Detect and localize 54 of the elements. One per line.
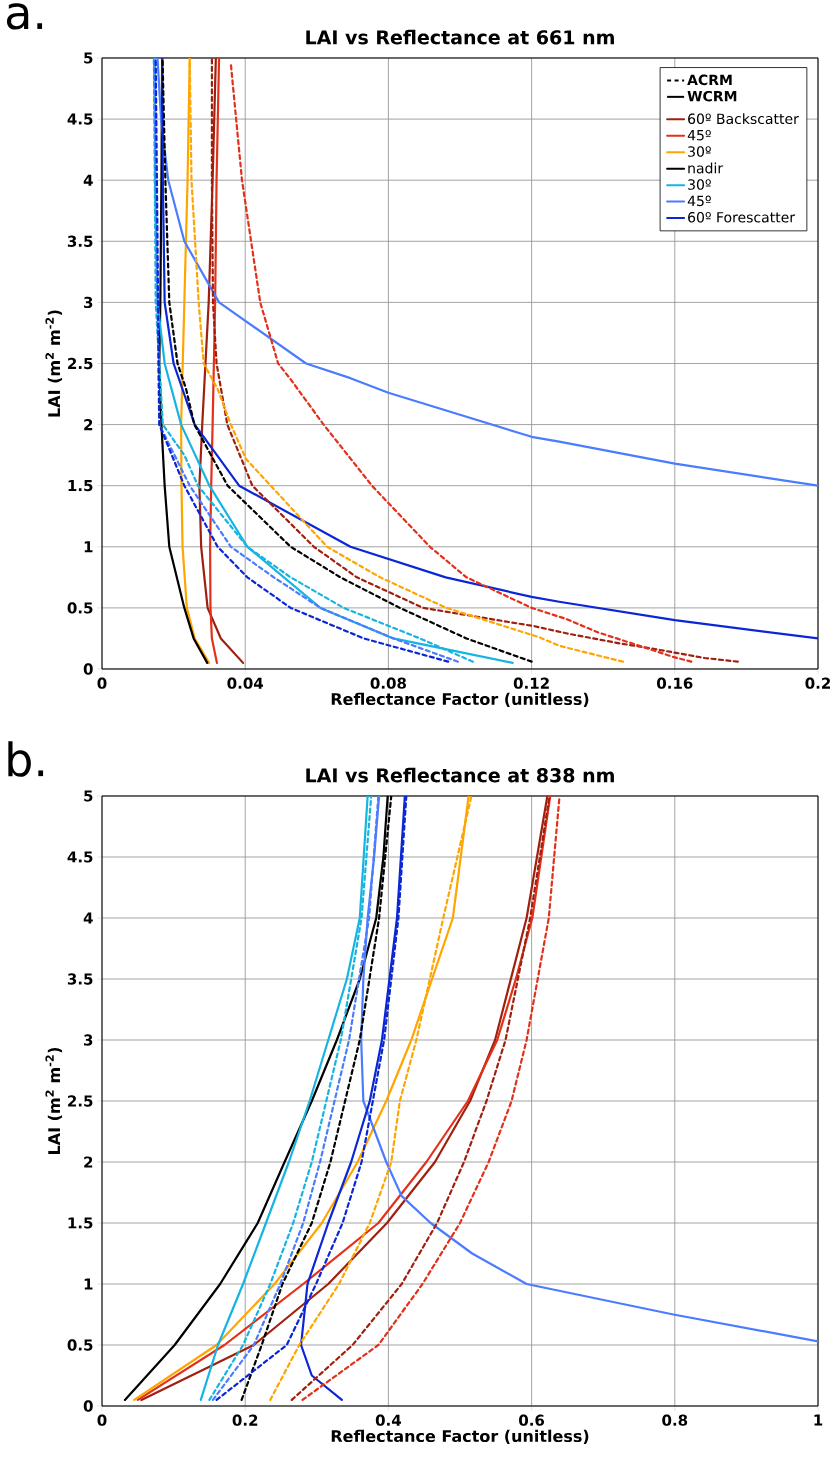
y-tick-label: 0 bbox=[83, 1400, 93, 1412]
line-series bbox=[161, 57, 819, 640]
y-axis-title: LAI (m$^{2}$ m$^{-2}$) bbox=[45, 310, 63, 417]
y-axis-title: LAI (m$^{2}$ m$^{-2}$) bbox=[45, 1047, 63, 1154]
x-tick-label: 0.2 bbox=[232, 1414, 258, 1426]
y-tick-label: 3 bbox=[84, 296, 93, 309]
x-tick-label: 0.4 bbox=[375, 1414, 402, 1426]
x-tick-label: 0.8 bbox=[662, 1414, 688, 1426]
x-tick-label: 0.16 bbox=[657, 677, 693, 689]
y-tick-label: 0.5 bbox=[67, 1339, 93, 1351]
y-tick-label: 0.5 bbox=[67, 602, 93, 614]
y-tick-label: 4 bbox=[83, 912, 93, 924]
y-tick-label: 3 bbox=[84, 1034, 93, 1046]
x-tick-label: 1 bbox=[814, 1414, 823, 1426]
y-tick-label: 0 bbox=[83, 663, 93, 675]
text: b. bbox=[8, 741, 44, 777]
x-tick-label: 0.2 bbox=[805, 677, 830, 689]
y-tick-label: 5 bbox=[84, 790, 93, 802]
x-axis-title: Reflectance Factor (unitless) bbox=[331, 1429, 589, 1444]
legend-label: 45º bbox=[687, 129, 711, 141]
x-tick-label: 0.12 bbox=[513, 677, 549, 689]
y-tick-label: 4.5 bbox=[67, 851, 93, 863]
x-tick-label: 0.04 bbox=[227, 677, 264, 689]
annotation: WCRM bbox=[687, 90, 737, 102]
y-tick-label: 3.5 bbox=[67, 235, 93, 247]
x-tick-label: 0 bbox=[97, 677, 107, 689]
legend-label: 60º Forescatter bbox=[688, 211, 796, 223]
y-tick-label: 2 bbox=[84, 419, 93, 431]
legend-label: 30º bbox=[688, 146, 711, 157]
annotation: ACRM bbox=[687, 74, 732, 86]
text: a. bbox=[6, 3, 43, 30]
legend-label: 45º bbox=[687, 195, 711, 207]
y-tick-label: 2 bbox=[84, 1156, 93, 1168]
y-tick-label: 3.5 bbox=[67, 973, 93, 985]
legend-label: 60º Backscatter bbox=[688, 113, 799, 125]
line-series bbox=[156, 57, 819, 487]
y-tick-label: 2.5 bbox=[68, 357, 93, 370]
y-tick-label: 2.5 bbox=[68, 1095, 93, 1107]
legend-label: nadir bbox=[688, 162, 724, 174]
chart-title: LAI vs Reflectance at 661 nm bbox=[306, 29, 614, 45]
y-tick-label: 1.5 bbox=[68, 480, 93, 492]
x-axis-title: Reflectance Factor (unitless) bbox=[331, 692, 589, 707]
y-tick-label: 4.5 bbox=[67, 113, 93, 125]
legend-label: 30º bbox=[688, 179, 711, 190]
line-series bbox=[209, 57, 221, 664]
y-tick-label: 1 bbox=[84, 541, 93, 553]
y-tick-label: 4 bbox=[83, 174, 93, 186]
y-tick-label: 1.5 bbox=[68, 1217, 93, 1229]
chart-title: LAI vs Reflectance at 838 nm bbox=[306, 767, 614, 783]
x-tick-label: 0.6 bbox=[519, 1414, 545, 1426]
y-tick-label: 1 bbox=[84, 1278, 93, 1290]
x-tick-label: 0.08 bbox=[370, 677, 406, 689]
x-tick-label: 0 bbox=[97, 1414, 107, 1426]
y-tick-label: 5 bbox=[84, 52, 93, 64]
